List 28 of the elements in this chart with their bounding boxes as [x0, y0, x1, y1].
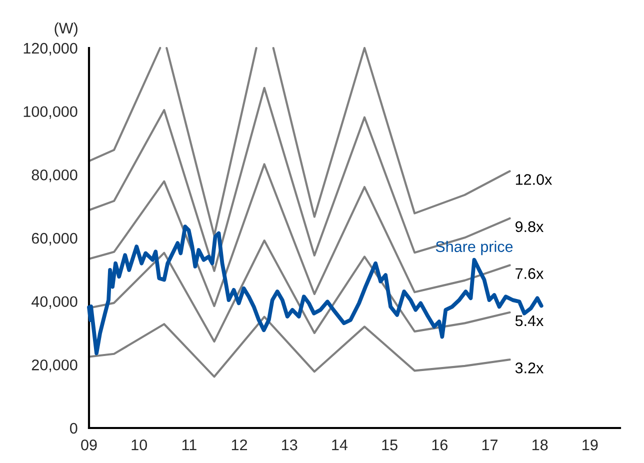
line-series: [88, 316, 511, 378]
y-tick-label: 60,000: [32, 232, 78, 246]
y-tick-label: 80,000: [32, 170, 78, 182]
series-label: Share price: [436, 240, 513, 256]
series-label: 12.0x: [516, 174, 552, 185]
line-series: [88, 86, 511, 272]
series-label: 9.8x: [516, 221, 544, 232]
x-tick-label: 17: [482, 440, 498, 450]
x-tick-label: 19: [582, 440, 598, 450]
x-tick-label: 18: [532, 440, 548, 450]
x-tick-label: 16: [432, 440, 448, 450]
x-tick-label: 13: [282, 440, 298, 450]
x-tick-label: 09: [81, 440, 97, 450]
y-tick-label: 0: [70, 422, 78, 434]
series-label: 5.4x: [515, 316, 544, 326]
line-series: [88, 163, 511, 308]
series-label: 7.6x: [516, 268, 544, 279]
x-tick-label: 15: [382, 440, 398, 450]
x-tick-label: 12: [232, 440, 248, 450]
y-tick-label: 120,000: [24, 42, 78, 56]
x-tick-label: 11: [182, 440, 196, 450]
x-tick-label: 14: [332, 440, 348, 450]
y-axis-title: (W): [54, 22, 78, 37]
y-tick-label: 100,000: [24, 106, 78, 119]
y-tick-label: 20,000: [32, 360, 78, 372]
series-label: 3.2x: [515, 362, 544, 374]
y-tick-label: 40,000: [32, 296, 78, 309]
x-tick-label: 10: [132, 440, 147, 450]
